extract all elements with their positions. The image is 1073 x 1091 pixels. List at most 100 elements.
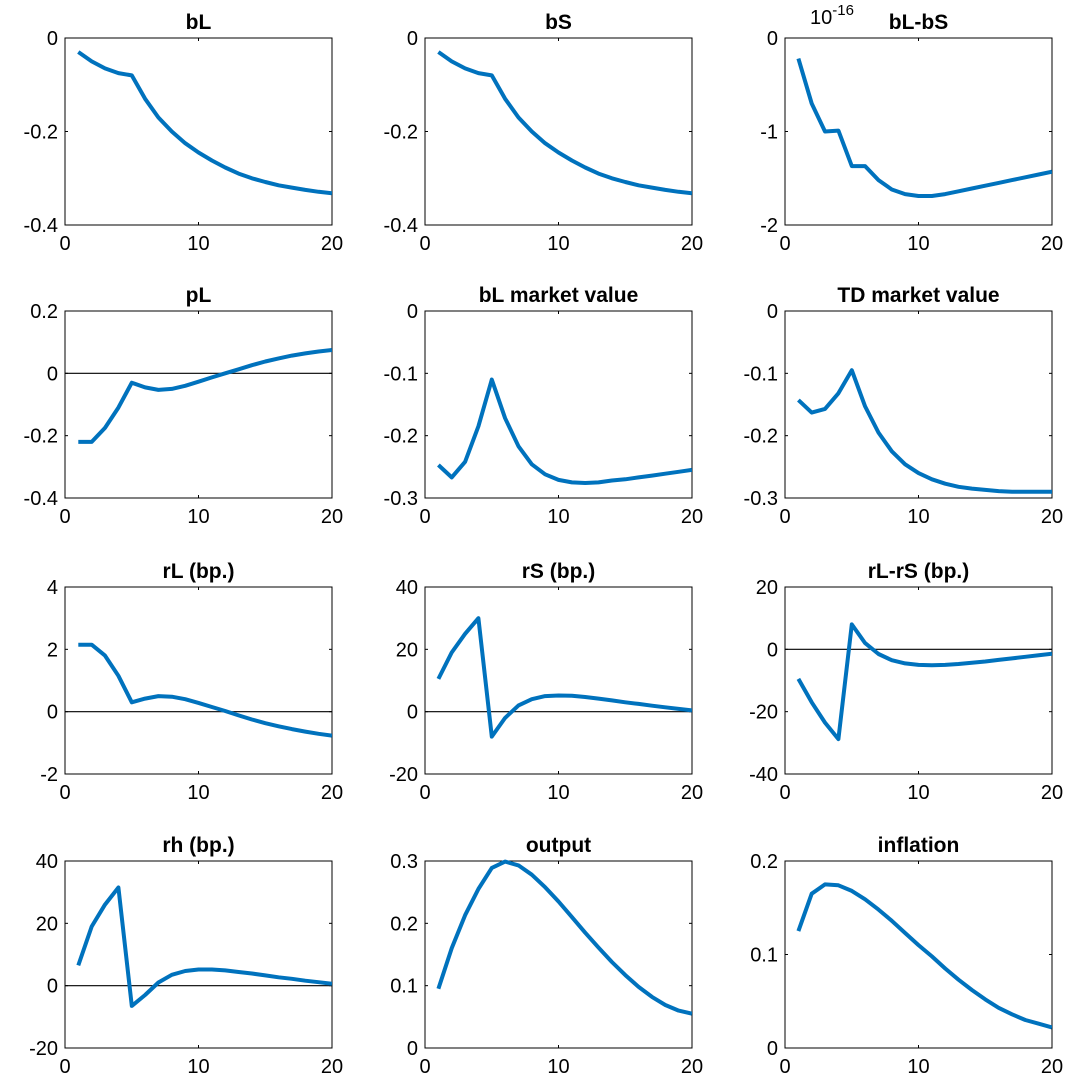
x-tick-label: 10 [907, 506, 929, 528]
y-tick-label: -0.4 [24, 488, 58, 510]
x-tick-label: 20 [1041, 1056, 1063, 1078]
y-tick-label: -0.2 [24, 426, 58, 448]
y-tick-label: 0.2 [390, 913, 418, 935]
x-tick-label: 10 [547, 506, 569, 528]
subplot-title: bL [186, 11, 212, 34]
x-tick-label: 10 [187, 506, 209, 528]
subplot-4: 0 10 20 -0.4 -0.2 0 0.2 pL [24, 284, 344, 528]
y-tick-label: 40 [396, 577, 418, 599]
x-tick-label: 0 [419, 506, 430, 528]
plot-area [64, 310, 333, 499]
x-tick-label: 0 [779, 233, 790, 255]
y-tick-label: 0 [47, 702, 58, 724]
y-tick-label: -0.3 [384, 488, 418, 510]
y-tick-label: -2 [40, 764, 58, 786]
x-tick-label: 20 [1041, 782, 1063, 804]
plot-area [784, 860, 1053, 1049]
y-tick-label: 0 [47, 976, 58, 998]
series-line [436, 859, 692, 1016]
y-tick-label: -0.2 [744, 426, 778, 448]
x-tick-label: 10 [187, 782, 209, 804]
x-tick-label: 0 [419, 1056, 430, 1078]
plot-area [64, 586, 333, 775]
y-tick-label: 0 [47, 28, 58, 50]
x-tick-label: 10 [187, 1056, 209, 1078]
series-line [437, 50, 692, 196]
series-line [78, 348, 332, 444]
y-tick-label: 0.2 [750, 851, 778, 873]
subplot-title: rh (bp.) [162, 834, 234, 857]
y-tick-label: -0.4 [24, 215, 58, 237]
x-tick-label: 20 [1041, 233, 1063, 255]
series-line [78, 642, 332, 738]
y-tick-label: 0.1 [750, 945, 778, 967]
y-tick-label: -0.2 [24, 122, 58, 144]
y-tick-label: -20 [389, 764, 418, 786]
subplot-title: rL (bp.) [163, 560, 235, 583]
y-tick-label: 20 [756, 577, 778, 599]
subplot-title: rS (bp.) [522, 560, 596, 583]
x-tick-label: 10 [907, 233, 929, 255]
series-line [796, 882, 1052, 1030]
y-tick-label: 0 [407, 301, 418, 323]
series-line [797, 368, 1052, 494]
subplot-9: 0 10 20 -40 -20 0 20 rL-rS (bp.) [749, 560, 1063, 804]
y-tick-label: 0 [407, 1038, 418, 1060]
subplot-title: output [526, 834, 591, 857]
x-tick-label: 20 [681, 782, 703, 804]
plot-area [424, 860, 693, 1049]
x-tick-label: 0 [779, 506, 790, 528]
plot-area [64, 860, 333, 1049]
subplot-6: 0 10 20 -0.3 -0.2 -0.1 0 TD market value [744, 284, 1064, 528]
series-line [77, 50, 332, 196]
subplot-title: bS [545, 11, 572, 34]
y-tick-label: 2 [47, 639, 58, 661]
x-tick-label: 10 [547, 782, 569, 804]
subplot-title: bL market value [479, 284, 639, 307]
y-tick-label: -0.2 [384, 122, 418, 144]
y-tick-label: 0 [407, 702, 418, 724]
series-line [796, 622, 1052, 742]
x-tick-label: 10 [907, 782, 929, 804]
plot-area [424, 37, 693, 226]
plot-area [64, 37, 333, 226]
x-tick-label: 0 [59, 233, 70, 255]
x-tick-label: 20 [321, 233, 343, 255]
y-tick-label: -1 [760, 122, 778, 144]
y-tick-label: -0.1 [384, 363, 418, 385]
series-line [436, 616, 692, 739]
y-tick-label: 0 [767, 28, 778, 50]
y-tick-label: 0 [407, 28, 418, 50]
subplot-12: 0 10 20 0 0.1 0.2 inflation [750, 834, 1063, 1078]
subplot-title: pL [186, 284, 212, 307]
y-tick-label: 0.2 [30, 301, 58, 323]
y-tick-label: 0 [767, 639, 778, 661]
plot-area [424, 586, 693, 775]
subplot-1: 0 10 20 -0.4 -0.2 0 bL [24, 11, 344, 255]
y-tick-label: 0.3 [390, 851, 418, 873]
y-tick-label: 0 [767, 301, 778, 323]
x-tick-label: 20 [1041, 506, 1063, 528]
x-tick-label: 20 [681, 1056, 703, 1078]
y-tick-label: 4 [47, 577, 58, 599]
y-tick-label: 0 [47, 363, 58, 385]
y-tick-label: 20 [396, 639, 418, 661]
x-tick-label: 0 [59, 506, 70, 528]
y-tick-label: 0 [767, 1038, 778, 1060]
subplot-title: TD market value [837, 284, 999, 307]
axis-exponent: 10-16 [810, 2, 854, 29]
x-tick-label: 0 [59, 1056, 70, 1078]
subplot-title: rL-rS (bp.) [868, 560, 969, 583]
y-tick-label: -40 [749, 764, 778, 786]
x-tick-label: 0 [419, 782, 430, 804]
subplot-11: 0 10 20 0 0.1 0.2 0.3 output [390, 834, 703, 1078]
x-tick-label: 20 [681, 233, 703, 255]
series-line [76, 885, 332, 1008]
y-tick-label: -0.3 [744, 488, 778, 510]
plot-area [424, 310, 693, 499]
x-tick-label: 0 [419, 233, 430, 255]
series-line [796, 58, 1052, 198]
y-tick-label: 20 [36, 913, 58, 935]
